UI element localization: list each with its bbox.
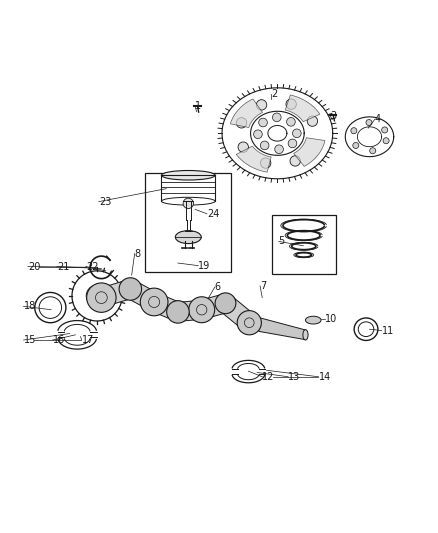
Circle shape [119, 278, 141, 300]
Text: 5: 5 [279, 237, 285, 246]
Circle shape [370, 148, 376, 154]
Circle shape [275, 145, 283, 154]
Circle shape [366, 119, 372, 126]
Text: 23: 23 [99, 197, 111, 207]
Text: 12: 12 [262, 372, 275, 382]
Circle shape [260, 141, 269, 150]
Text: 22: 22 [86, 262, 98, 271]
Text: 7: 7 [260, 281, 266, 291]
Circle shape [259, 118, 267, 127]
Circle shape [381, 127, 388, 133]
Circle shape [290, 156, 300, 166]
Text: 20: 20 [28, 262, 40, 271]
Text: 4: 4 [374, 115, 381, 125]
Circle shape [189, 297, 215, 322]
Polygon shape [126, 281, 159, 310]
Circle shape [256, 100, 267, 110]
Text: 3: 3 [330, 111, 336, 121]
Ellipse shape [175, 231, 201, 244]
Circle shape [254, 130, 262, 139]
Circle shape [183, 198, 194, 208]
Polygon shape [99, 280, 133, 307]
Circle shape [86, 285, 108, 306]
Text: 18: 18 [24, 301, 36, 311]
Polygon shape [219, 296, 255, 330]
Circle shape [272, 113, 281, 122]
Circle shape [288, 139, 297, 148]
Text: 19: 19 [198, 261, 211, 271]
Circle shape [215, 293, 236, 313]
Polygon shape [199, 294, 228, 319]
Circle shape [383, 138, 389, 144]
Polygon shape [305, 316, 321, 324]
Text: 24: 24 [207, 209, 219, 219]
Circle shape [286, 99, 297, 109]
Text: 15: 15 [24, 335, 36, 345]
Circle shape [293, 129, 301, 138]
Circle shape [238, 142, 248, 152]
Polygon shape [230, 99, 262, 127]
Text: 16: 16 [53, 335, 65, 345]
Bar [145, 173, 231, 272]
Polygon shape [294, 138, 325, 166]
Polygon shape [259, 318, 305, 340]
Text: 2: 2 [271, 88, 277, 99]
Circle shape [286, 117, 295, 126]
Text: 10: 10 [325, 314, 337, 324]
Circle shape [237, 311, 261, 335]
Bar [272, 215, 336, 274]
Text: 1: 1 [195, 101, 201, 111]
Text: 13: 13 [288, 372, 300, 382]
Text: 21: 21 [57, 262, 69, 271]
Polygon shape [285, 95, 320, 122]
Ellipse shape [303, 329, 308, 340]
Circle shape [237, 118, 247, 128]
Text: 14: 14 [318, 372, 331, 382]
Circle shape [167, 301, 189, 323]
Polygon shape [237, 146, 271, 172]
Text: 6: 6 [215, 282, 221, 292]
Text: 11: 11 [381, 326, 394, 335]
Circle shape [261, 158, 271, 168]
Circle shape [307, 116, 318, 126]
Polygon shape [151, 293, 182, 321]
Circle shape [140, 288, 168, 316]
Ellipse shape [162, 171, 215, 180]
Text: 17: 17 [81, 335, 94, 345]
Circle shape [87, 283, 116, 312]
Circle shape [351, 128, 357, 134]
Polygon shape [177, 300, 202, 321]
Text: 8: 8 [134, 248, 141, 259]
Circle shape [353, 142, 359, 149]
